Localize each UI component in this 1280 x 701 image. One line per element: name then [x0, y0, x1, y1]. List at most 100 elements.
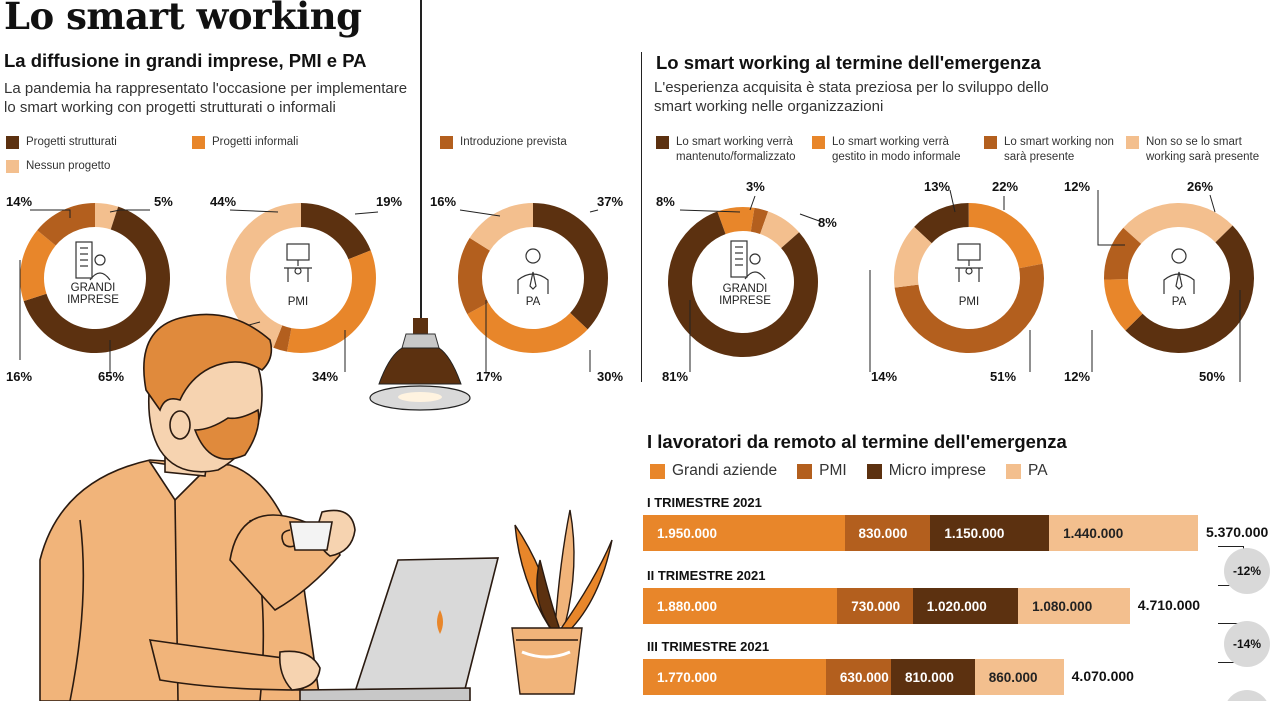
pct-label: 17%: [476, 369, 503, 384]
pct-label: 14%: [871, 369, 898, 384]
bar-row-2: 1.880.000 730.000 1.020.000 1.080.000: [643, 588, 1130, 624]
donut-slice: [95, 203, 119, 230]
donut-slice: [458, 237, 490, 315]
leader-line: [589, 209, 599, 213]
donut-6-label: PA: [1171, 296, 1187, 308]
person-icon: [517, 248, 549, 294]
donut-slice: [717, 207, 755, 235]
left-legend-item-1: Progetti strutturati: [6, 135, 117, 150]
change-badge: -14%: [1224, 621, 1270, 667]
donut-slice: [894, 226, 932, 288]
bar-total: 4.070.000: [1071, 668, 1134, 684]
donut-3-label: PA: [525, 296, 541, 308]
donut-1-label: GRANDI IMPRESE: [67, 282, 119, 306]
desk-worker-icon: [955, 243, 983, 282]
bar-row-label: II TRIMESTRE 2021: [647, 568, 766, 583]
donut-hole: [1131, 230, 1227, 326]
bar-row-1: 1.950.000 830.000 1.150.000 1.440.000: [643, 515, 1198, 551]
building-icon: [75, 241, 111, 281]
right-legend-item-1: Lo smart working verrà mantenuto/formali…: [656, 135, 816, 165]
right-legend-item-3: Lo smart working non sarà presente: [984, 135, 1114, 165]
donut-slice: [23, 206, 170, 353]
donut-hole: [921, 230, 1017, 326]
donut-slice: [1125, 225, 1254, 354]
pct-label: 8%: [656, 194, 675, 209]
bar-row-label: I TRIMESTRE 2021: [647, 495, 762, 510]
right-legend-item-2: Lo smart working verrà gestito in modo i…: [812, 135, 972, 165]
pct-label: 12%: [1064, 179, 1091, 194]
donut-slice: [668, 211, 819, 357]
leader-line: [229, 209, 279, 213]
pct-label: 13%: [924, 179, 951, 194]
bar-total: 5.370.000: [1206, 524, 1269, 540]
right-section-title: Lo smart working al termine dell'emergen…: [656, 52, 1041, 73]
donut-slice: [894, 263, 1044, 353]
pct-label: 44%: [210, 194, 237, 209]
section-divider: [641, 52, 642, 382]
pct-label: 50%: [1199, 369, 1226, 384]
donut-5: [894, 203, 1044, 353]
left-legend-item-3: Introduzione prevista: [440, 135, 567, 150]
pct-label: 30%: [597, 369, 624, 384]
donut-slice: [273, 325, 292, 352]
bar-segment: 860.000: [974, 659, 1064, 695]
donut-4: [668, 207, 819, 357]
leader-line: [749, 195, 756, 211]
worker-illustration: [39, 313, 356, 701]
left-section-subtitle: La pandemia ha rappresentato l'occasione…: [4, 80, 408, 116]
leader-line: [949, 189, 956, 213]
leader-line: [354, 211, 379, 215]
plant-icon: [511, 509, 613, 695]
bars-section-title: I lavoratori da remoto al termine dell'e…: [647, 431, 1067, 452]
donut-slice: [1104, 279, 1143, 331]
pct-label: 37%: [597, 194, 624, 209]
donut-5-label: PMI: [958, 296, 980, 308]
pct-label: 65%: [98, 369, 125, 384]
donut-hole: [485, 230, 581, 326]
pct-label: 8%: [818, 215, 837, 230]
donut-1: [19, 203, 170, 353]
laptop-icon: [299, 557, 500, 701]
donut-slice: [225, 203, 301, 348]
donut-slice: [19, 230, 56, 302]
bars-legend-item-1: Grandi aziende: [650, 462, 777, 480]
leader-line: [459, 209, 501, 217]
pct-label: 5%: [154, 194, 173, 209]
bars-legend-item-4: PA: [1006, 462, 1048, 480]
pct-label: 3%: [746, 179, 765, 194]
change-badge-partial: [1224, 690, 1270, 701]
desk-worker-icon: [284, 243, 312, 282]
donut-slice: [760, 211, 800, 249]
leader-line: [109, 209, 150, 213]
pct-label: 22%: [992, 179, 1019, 194]
bar-total: 4.710.000: [1137, 597, 1201, 613]
bar-row-label: III TRIMESTRE 2021: [647, 639, 770, 654]
bar-segment: 1.880.000: [643, 588, 838, 624]
pct-label: 12%: [1064, 369, 1091, 384]
right-section-subtitle: L'esperienza acquisita è stata preziosa …: [654, 79, 1049, 115]
donut-slice: [469, 203, 533, 251]
pct-label: 16%: [430, 194, 457, 209]
donut-slice: [1123, 203, 1233, 244]
left-legend-item-2: Progetti informali: [192, 135, 298, 150]
bar-segment: 1.440.000: [1049, 515, 1198, 551]
pct-label: 81%: [662, 369, 689, 384]
bars-legend-item-2: PMI: [797, 462, 847, 480]
bar-segment: 1.020.000: [912, 588, 1019, 624]
bars-legend-item-3: Micro imprese: [866, 462, 986, 480]
donut-slice: [301, 203, 371, 260]
bar-segment: 1.950.000: [643, 515, 845, 551]
leader-line: [30, 209, 71, 218]
bar-segment: 1.770.000: [643, 659, 826, 695]
bar-segment: 730.000: [837, 588, 913, 624]
bar-row-3: 1.770.000 630.000 810.000 860.000: [643, 659, 1064, 695]
lamp-cord: [420, 0, 422, 325]
donut-slice: [914, 203, 969, 244]
donut-hole: [253, 230, 349, 326]
bar-segment: 630.000: [825, 659, 892, 695]
bar-segment: 830.000: [844, 515, 931, 551]
person-icon: [1163, 248, 1195, 294]
donut-slice: [286, 250, 376, 353]
pct-label: 26%: [1187, 179, 1214, 194]
leader-line: [1097, 190, 1125, 246]
